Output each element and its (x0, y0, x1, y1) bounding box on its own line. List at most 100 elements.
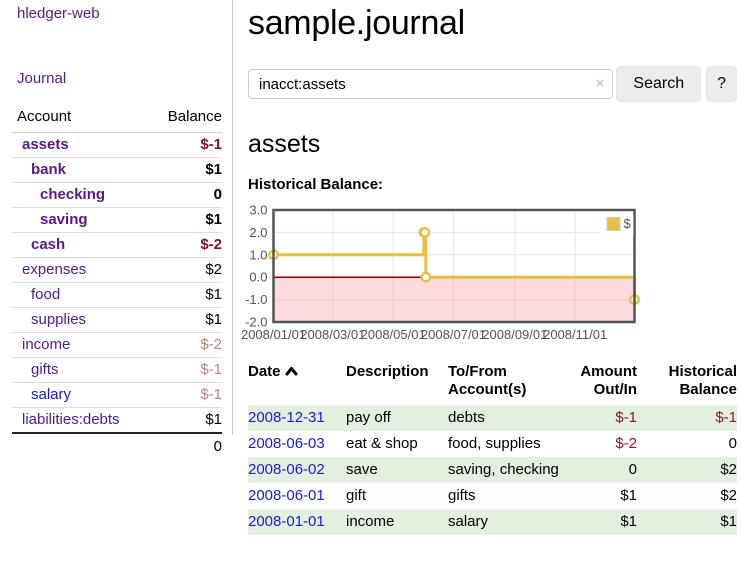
transaction-date-link[interactable]: 2008-12-31 (248, 409, 325, 426)
transaction-balance: $-1 (715, 409, 737, 426)
account-link[interactable]: food (31, 286, 61, 303)
account-row: assets $-1 (12, 133, 222, 158)
svg-text:1.0: 1.0 (249, 247, 267, 262)
balance-column-header-main: Historical Balance (668, 363, 737, 398)
account-link[interactable]: assets (22, 136, 69, 153)
transaction-accounts: debts (448, 409, 485, 426)
transaction-amount: $-1 (615, 409, 637, 426)
account-row: salary $-1 (12, 382, 222, 408)
account-balance: $-1 (200, 386, 222, 403)
account-balance: $-1 (200, 136, 222, 153)
account-row: saving $1 (12, 207, 222, 233)
account-row: income $-2 (12, 332, 222, 358)
transaction-date-link[interactable]: 2008-01-01 (248, 513, 325, 530)
transaction-description: save (346, 461, 378, 478)
account-row: checking 0 (12, 182, 222, 208)
account-link[interactable]: gifts (31, 361, 59, 378)
sort-asc-icon (285, 363, 298, 381)
account-link[interactable]: salary (31, 386, 72, 403)
transaction-description: pay off (346, 409, 391, 426)
account-row: bank $1 (12, 157, 222, 183)
transaction-balance: $2 (720, 461, 737, 478)
transaction-amount: $-2 (615, 435, 637, 452)
sidebar-item-journal[interactable]: Journal (17, 70, 67, 87)
svg-text:0.0: 0.0 (249, 270, 267, 285)
svg-text:2008/05/01: 2008/05/01 (361, 327, 426, 342)
svg-text:3.0: 3.0 (249, 203, 267, 218)
svg-text:2008/03/01: 2008/03/01 (300, 327, 365, 342)
account-total-row: 0 (12, 433, 222, 460)
register-row: 2008-06-03 eat & shop food, supplies $-2 0 (248, 431, 737, 457)
sidebar: hledger-web Journal Account Balance asse… (0, 0, 233, 455)
transaction-amount: 0 (628, 461, 637, 478)
account-balance: $-2 (200, 236, 222, 253)
account-row: cash $-2 (12, 232, 222, 258)
transaction-description: gift (346, 487, 367, 504)
account-link[interactable]: income (22, 336, 71, 353)
register-row: 2008-12-31 pay off debts $-1 $-1 (248, 405, 737, 431)
svg-text:2008/11/01: 2008/11/01 (543, 327, 607, 342)
transaction-accounts: saving, checking (448, 461, 559, 478)
svg-text:-2.0: -2.0 (245, 315, 267, 330)
page-title: sample.journal (248, 4, 465, 42)
historical-balance-chart: 3.0 2.0 1.0 0.0 -1.0 -2.02008/01/012008/03/01… (241, 203, 640, 342)
amount-column-header: Amount Out/In (580, 363, 637, 398)
transaction-balance: 0 (728, 435, 737, 452)
account-link[interactable]: expenses (22, 261, 87, 278)
transaction-accounts: food, supplies (448, 435, 541, 452)
account-balance: $1 (205, 161, 222, 178)
account-heading: assets (248, 130, 321, 158)
account-total-balance: 0 (213, 438, 222, 455)
account-row: liabilities:debts $1 (12, 407, 222, 434)
account-column-header-main: To/From Account(s) (448, 363, 527, 398)
svg-text:2008/07/01: 2008/07/01 (421, 327, 486, 342)
account-balance: $2 (205, 261, 222, 278)
account-link[interactable]: bank (31, 161, 67, 178)
account-row: food $1 (12, 282, 222, 308)
search-help-button[interactable]: ? (706, 66, 737, 102)
account-balance: $1 (205, 411, 222, 428)
account-link[interactable]: checking (40, 186, 106, 203)
account-row: gifts $-1 (12, 357, 222, 383)
transaction-date-link[interactable]: 2008-06-01 (248, 487, 325, 504)
transaction-description: income (346, 513, 395, 530)
date-column-header[interactable]: Date (248, 360, 346, 405)
transaction-date-link[interactable]: 2008-06-02 (248, 461, 325, 478)
register-table: Date Description To/From Account(s) Amou… (248, 360, 737, 535)
search-input[interactable] (248, 69, 614, 99)
account-tree-table: Account Balance assets $-1 bank $1 checking 0… (12, 106, 222, 460)
transaction-balance: $1 (720, 513, 737, 530)
svg-text:2008/01/01: 2008/01/01 (241, 327, 306, 342)
transaction-amount: $1 (620, 487, 637, 504)
account-balance: $-2 (200, 336, 222, 353)
app-title-link[interactable]: hledger-web (17, 5, 100, 22)
account-balance: $1 (205, 311, 222, 328)
account-link[interactable]: supplies (31, 311, 87, 328)
account-row: expenses $2 (12, 257, 222, 283)
transaction-accounts: gifts (448, 487, 476, 504)
transaction-amount: $1 (620, 513, 637, 530)
account-link[interactable]: liabilities:debts (22, 411, 120, 428)
svg-text:2008/09/01: 2008/09/01 (482, 327, 547, 342)
register-body: 2008-12-31 pay off debts $-1 $-1 2008-06-03 ea… (248, 405, 737, 535)
register-row: 2008-01-01 income salary $1 $1 (248, 509, 737, 535)
account-link[interactable]: saving (40, 211, 88, 228)
main-content: sample.journal × Search ? assets Histori… (241, 0, 737, 535)
search-clear-icon[interactable]: × (595, 75, 605, 92)
register-row: 2008-06-01 gift gifts $1 $2 (248, 483, 737, 509)
account-column-header: Account (17, 108, 72, 125)
account-tree-header: Account Balance (12, 106, 222, 133)
transaction-date-link[interactable]: 2008-06-03 (248, 435, 325, 452)
account-balance: 0 (213, 186, 222, 203)
account-link[interactable]: cash (31, 236, 66, 253)
search-form: × Search ? (248, 65, 737, 103)
svg-text:$: $ (624, 216, 632, 231)
account-balance: $1 (205, 286, 222, 303)
search-button[interactable]: Search (616, 66, 702, 102)
account-balance: $1 (205, 211, 222, 228)
account-row: supplies $1 (12, 307, 222, 333)
description-column-header: Description (346, 363, 429, 380)
transaction-balance: $2 (720, 487, 737, 504)
transaction-accounts: salary (448, 513, 489, 530)
register-header-row: Date Description To/From Account(s) Amou… (248, 360, 737, 405)
